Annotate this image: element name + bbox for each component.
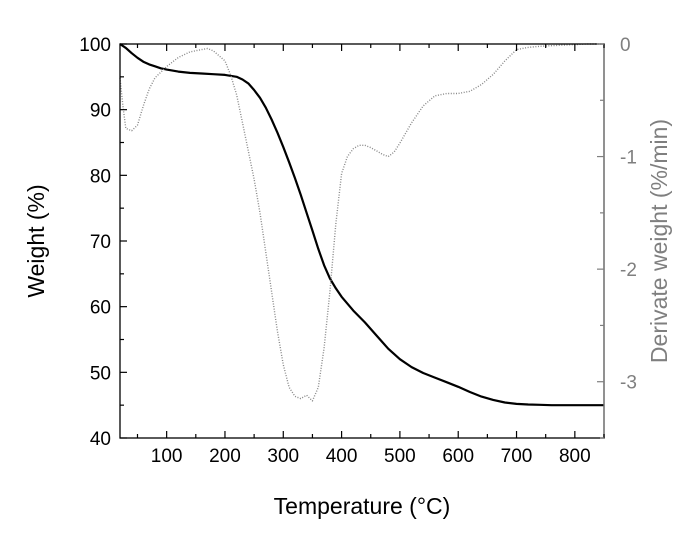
x-axis-title: Temperature (°C)	[274, 493, 451, 519]
y-tick-label: 90	[90, 101, 111, 122]
y2-tick-label: -2	[620, 260, 637, 281]
weight-line	[119, 43, 604, 407]
x-tick-label: 100	[151, 446, 183, 467]
x-tick-label: 600	[442, 446, 474, 467]
x-tick-label: 300	[267, 446, 299, 467]
y-tick-label: 70	[90, 232, 111, 253]
x-tick-label: 800	[559, 446, 591, 467]
y-tick-label: 50	[90, 363, 111, 384]
y-tick-label: 60	[90, 298, 111, 319]
x-tick-label: 700	[501, 446, 533, 467]
y2-tick-label: 0	[620, 35, 631, 56]
y-tick-label: 100	[79, 35, 111, 56]
y-tick-label: 80	[90, 166, 111, 187]
y2-tick-label: -3	[620, 373, 637, 394]
x-tick-label: 200	[209, 446, 241, 467]
x-tick-label: 400	[326, 446, 358, 467]
plot-frame	[119, 43, 605, 439]
derivative-weight-line	[119, 43, 604, 402]
y2-axis-title: Derivate weight (%/min)	[646, 119, 672, 363]
y-tick-label: 40	[90, 429, 111, 450]
x-tick-label: 500	[384, 446, 416, 467]
y-axis-title: Weight (%)	[23, 184, 49, 297]
y2-tick-label: -1	[620, 148, 637, 169]
